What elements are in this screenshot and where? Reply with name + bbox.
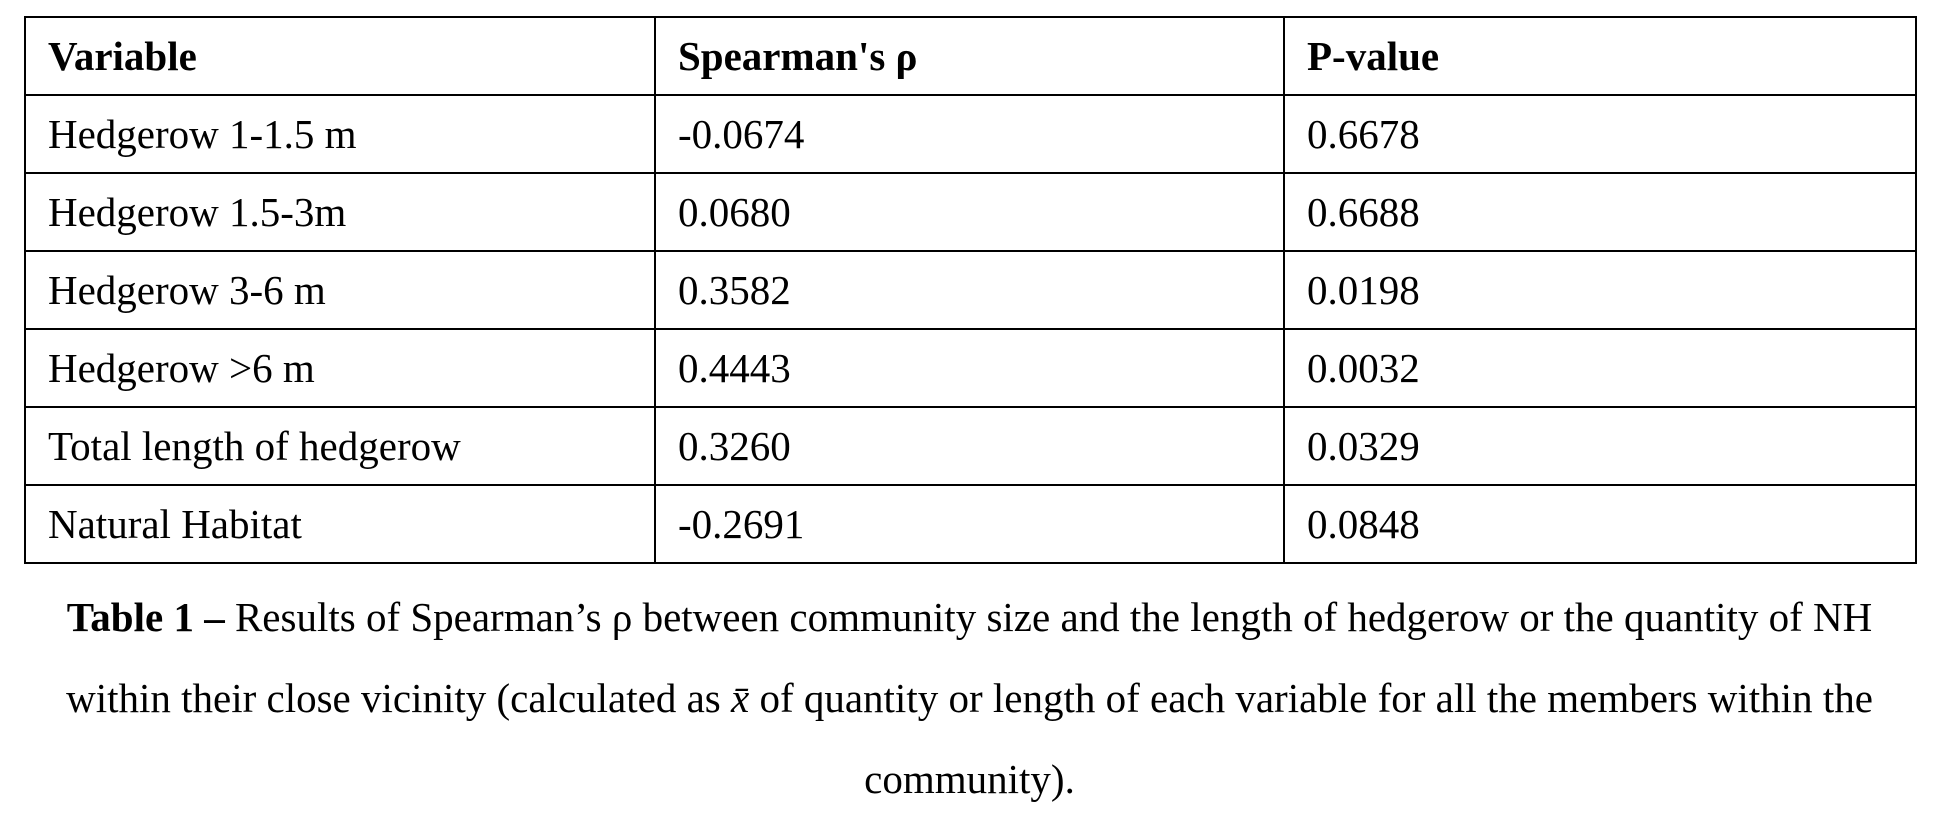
header-cell: Spearman's ρ bbox=[654, 16, 1285, 96]
caption-label: Table 1 – bbox=[66, 594, 225, 640]
table-cell: -0.2691 bbox=[654, 484, 1285, 564]
results-table: Variable Spearman's ρ P-value Hedgerow 1-1… bbox=[24, 16, 1917, 564]
table-cell: Hedgerow 3-6 m bbox=[24, 250, 656, 330]
table-cell: 0.3582 bbox=[654, 250, 1285, 330]
table-row: Hedgerow >6 m 0.4443 0.0032 bbox=[24, 328, 1917, 408]
table-row: Hedgerow 3-6 m 0.3582 0.0198 bbox=[24, 250, 1917, 330]
table-cell: 0.6678 bbox=[1283, 94, 1917, 174]
table-row: Natural Habitat -0.2691 0.0848 bbox=[24, 484, 1917, 564]
table-cell: Hedgerow 1.5-3m bbox=[24, 172, 656, 252]
table-cell: Hedgerow >6 m bbox=[24, 328, 656, 408]
header-cell: Variable bbox=[24, 16, 656, 96]
table-cell: 0.6688 bbox=[1283, 172, 1917, 252]
table-cell: 0.0198 bbox=[1283, 250, 1917, 330]
caption-text: of quantity or length of each variable f… bbox=[749, 675, 1873, 802]
table-row: Hedgerow 1.5-3m 0.0680 0.6688 bbox=[24, 172, 1917, 252]
caption-symbol: x̄ bbox=[730, 675, 750, 721]
header-cell: P-value bbox=[1283, 16, 1917, 96]
caption-text: Results of Spearman’s ρ between communit… bbox=[66, 594, 1873, 721]
table-cell: 0.4443 bbox=[654, 328, 1285, 408]
table-cell: 0.0848 bbox=[1283, 484, 1917, 564]
table-cell: Hedgerow 1-1.5 m bbox=[24, 94, 656, 174]
table-cell: Total length of hedgerow bbox=[24, 406, 656, 486]
table-cell: -0.0674 bbox=[654, 94, 1285, 174]
table-body: Hedgerow 1-1.5 m -0.0674 0.6678 Hedgerow 1.… bbox=[24, 94, 1917, 564]
table-cell: 0.3260 bbox=[654, 406, 1285, 486]
table-row: Hedgerow 1-1.5 m -0.0674 0.6678 bbox=[24, 94, 1917, 174]
table-row: Total length of hedgerow 0.3260 0.0329 bbox=[24, 406, 1917, 486]
table-cell: 0.0329 bbox=[1283, 406, 1917, 486]
caption: Table 1 – Results of Spearman’s ρ betwee… bbox=[10, 577, 1929, 820]
table-cell: 0.0680 bbox=[654, 172, 1285, 252]
header-row: Variable Spearman's ρ P-value bbox=[24, 16, 1917, 96]
table-cell: 0.0032 bbox=[1283, 328, 1917, 408]
table-cell: Natural Habitat bbox=[24, 484, 656, 564]
